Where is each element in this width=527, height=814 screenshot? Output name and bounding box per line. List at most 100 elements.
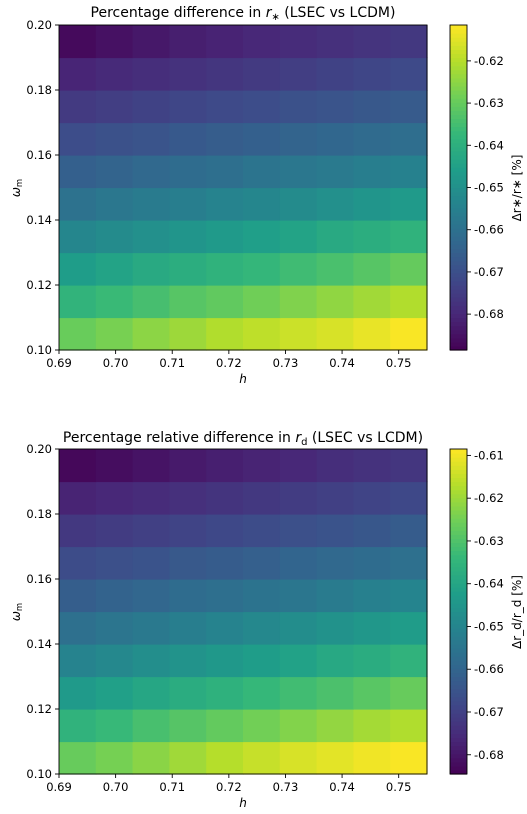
heatmap-cell	[59, 644, 97, 678]
heatmap-cell	[279, 741, 318, 775]
heatmap-cell	[169, 709, 207, 743]
heatmap-cell	[169, 90, 207, 124]
colorbar-segment	[450, 729, 467, 734]
heatmap-cell	[279, 644, 318, 678]
heatmap-cell	[95, 285, 134, 319]
heatmap-cell	[95, 122, 134, 156]
colorbar-segment	[450, 623, 467, 629]
colorbar-segment	[450, 745, 467, 751]
y-tick-label: 0.20	[26, 18, 52, 32]
colorbar-segment	[450, 345, 467, 351]
heatmap-cell	[95, 90, 134, 124]
heatmap-cell	[132, 741, 170, 775]
colorbar-segment	[450, 325, 467, 331]
colorbar-segment	[450, 558, 467, 564]
colorbar-segment	[450, 554, 467, 560]
heatmap-cell	[132, 546, 170, 580]
heatmap-cell	[243, 611, 281, 645]
colorbar-tick-label: -0.65	[474, 181, 504, 195]
chart-title: Percentage difference in r∗ (LSEC vs LCD…	[91, 5, 396, 23]
colorbar-segment	[450, 579, 467, 584]
heatmap-cell	[206, 252, 244, 286]
colorbar-segment	[450, 550, 467, 556]
heatmap-cell	[353, 741, 391, 775]
heatmap-cell	[353, 676, 391, 710]
colorbar-segment	[450, 607, 467, 613]
heatmap-cell	[243, 57, 281, 91]
colorbar-segment	[450, 733, 467, 739]
heatmap-cell	[206, 709, 244, 743]
colorbar-segment	[450, 566, 467, 572]
colorbar-segment	[450, 680, 467, 686]
heatmap-cell	[316, 252, 354, 286]
colorbar-segment	[450, 611, 467, 617]
heatmap-cell	[243, 122, 281, 156]
colorbar-segment	[450, 518, 467, 523]
colorbar-segment	[450, 114, 467, 120]
colorbar-segment	[450, 220, 467, 225]
heatmap-cell	[390, 122, 428, 156]
heatmap-cell	[169, 285, 207, 319]
heatmap-cell	[169, 317, 207, 351]
heatmap-cell	[243, 90, 281, 124]
colorbar-segment	[450, 627, 467, 633]
x-tick-label: 0.73	[273, 356, 299, 370]
colorbar-segment	[450, 61, 467, 67]
colorbar-ticks: -0.68 -0.67 -0.66 -0.65 -0.64 -0.63 -0.62 -0.61	[467, 448, 504, 762]
y-tick-label: 0.20	[26, 442, 52, 456]
heatmap-cell	[169, 611, 207, 645]
colorbar-segment	[450, 203, 467, 209]
x-tick-label: 0.73	[273, 780, 299, 794]
colorbar-segment	[450, 289, 467, 294]
heatmap-cell	[390, 741, 428, 775]
colorbar-segment	[450, 709, 467, 714]
colorbar-segment	[450, 280, 467, 286]
colorbar-segment	[450, 175, 467, 180]
heatmap-cell	[316, 546, 354, 580]
heatmap-cell	[206, 676, 244, 710]
heatmap-cell	[353, 122, 391, 156]
heatmap-cell	[132, 187, 170, 221]
colorbar-segment	[450, 118, 467, 124]
colorbar-segment	[450, 37, 467, 42]
heatmap-cell	[279, 449, 318, 483]
colorbar-segment	[450, 146, 467, 152]
heatmap-cell	[169, 644, 207, 678]
heatmap-cell	[169, 252, 207, 286]
heatmap-cell	[279, 546, 318, 580]
colorbar-segment	[450, 485, 467, 491]
y-axis-label: ωm	[9, 603, 25, 621]
colorbar-segment	[450, 329, 467, 335]
heatmap-cell	[279, 122, 318, 156]
colorbar-segment	[450, 268, 467, 274]
x-tick-label: 0.75	[386, 356, 412, 370]
colorbar-segment	[450, 159, 467, 164]
colorbar-segment	[450, 45, 467, 50]
heatmap-cell	[279, 90, 318, 124]
colorbar-segment	[450, 684, 467, 690]
heatmap-cell	[353, 187, 391, 221]
heatmap-cell	[95, 317, 134, 351]
x-tick-label: 0.74	[329, 780, 355, 794]
heatmap-cell	[279, 514, 318, 548]
heatmap-cell	[132, 611, 170, 645]
colorbar-segment	[450, 155, 467, 160]
colorbar-segment	[450, 591, 467, 596]
colorbar-segment	[450, 668, 467, 674]
y-axis-ticks: 0.10 0.12 0.14 0.16 0.18 0.20	[26, 18, 59, 357]
heatmap-cell	[95, 57, 134, 91]
heatmap-cell	[132, 252, 170, 286]
y-tick-label: 0.16	[26, 572, 52, 586]
colorbar-tick-label: -0.62	[474, 491, 504, 505]
heatmap-cell	[279, 285, 318, 319]
colorbar-segment	[450, 542, 467, 548]
heatmap-cell	[279, 57, 318, 91]
colorbar-segment	[450, 179, 467, 185]
heatmap-cell	[316, 709, 354, 743]
heatmap-cell	[206, 57, 244, 91]
heatmap-cell	[316, 579, 354, 613]
colorbar-segment	[450, 717, 467, 722]
colorbar	[450, 25, 467, 351]
colorbar-segment	[450, 73, 467, 79]
